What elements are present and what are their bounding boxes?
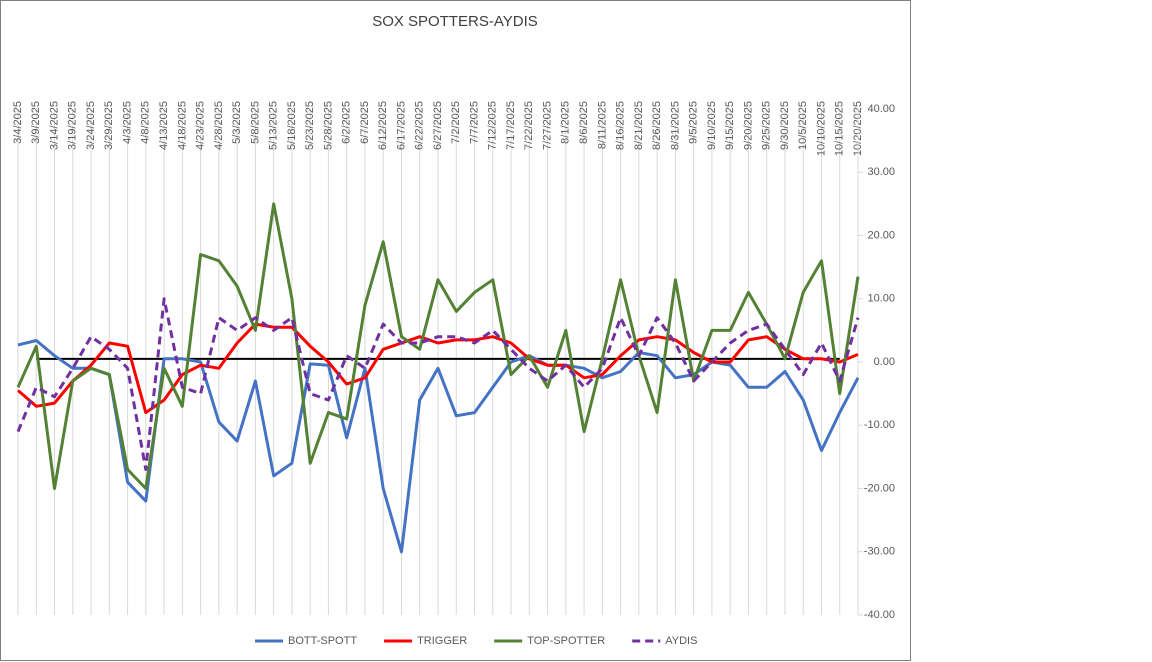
legend-label: TOP-SPOTTER [527, 635, 605, 647]
x-tick-label: 8/11/2025 [596, 101, 608, 149]
chart-border [0, 0, 911, 661]
x-tick-label: 5/8/2025 [249, 101, 261, 144]
y-tick-label: -10.00 [864, 419, 895, 431]
x-tick-label: 5/18/2025 [286, 101, 298, 150]
x-tick-label: 7/12/2025 [487, 101, 499, 150]
x-tick-label: 5/3/2025 [231, 101, 243, 144]
y-tick-label: 40.00 [867, 103, 895, 115]
x-tick-label: 7/22/2025 [523, 101, 535, 150]
x-tick-label: 10/10/2025 [815, 101, 827, 156]
x-tick-label: 5/28/2025 [322, 101, 334, 150]
x-tick-label: 8/6/2025 [578, 101, 590, 144]
legend-label: AYDIS [665, 635, 697, 647]
x-tick-label: 8/21/2025 [633, 101, 645, 150]
x-tick-label: 6/7/2025 [359, 101, 371, 144]
x-tick-label: 3/29/2025 [103, 101, 115, 150]
x-tick-label: 9/10/2025 [706, 101, 718, 150]
x-tick-label: 3/19/2025 [67, 101, 79, 150]
x-tick-label: 6/12/2025 [377, 101, 389, 150]
x-tick-label: 9/5/2025 [688, 101, 700, 144]
x-tick-label: 4/3/2025 [121, 101, 133, 144]
x-tick-label: 10/15/2025 [834, 101, 846, 156]
x-tick-label: 3/9/2025 [30, 101, 42, 144]
y-tick-label: 0.00 [874, 356, 895, 368]
x-tick-label: 6/2/2025 [341, 101, 353, 144]
x-tick-label: 3/14/2025 [48, 101, 60, 150]
x-tick-label: 7/27/2025 [541, 101, 553, 150]
chart-title: SOX SPOTTERS-AYDIS [372, 13, 538, 30]
legend-label: BOTT-SPOTT [288, 635, 357, 647]
x-tick-label: 7/7/2025 [468, 101, 480, 144]
x-tick-label: 3/4/2025 [12, 101, 24, 144]
x-tick-label: 4/8/2025 [140, 101, 152, 144]
x-tick-label: 7/2/2025 [450, 101, 462, 144]
x-tick-label: 8/16/2025 [615, 101, 627, 150]
series-line [16, 202, 860, 490]
x-tick-label: 8/1/2025 [560, 101, 572, 144]
series-line [16, 297, 860, 471]
x-tick-label: 6/22/2025 [414, 101, 426, 150]
y-tick-label: -40.00 [864, 609, 895, 621]
y-tick-label: -30.00 [864, 546, 895, 558]
y-tick-label: 30.00 [867, 166, 895, 178]
x-tick-label: 4/18/2025 [176, 101, 188, 150]
x-tick-label: 6/17/2025 [395, 101, 407, 150]
x-tick-label: 8/31/2025 [669, 101, 681, 150]
x-tick-label: 10/5/2025 [797, 101, 809, 150]
legend-label: TRIGGER [417, 635, 467, 647]
y-tick-label: -20.00 [864, 482, 895, 494]
y-tick-label: 10.00 [867, 293, 895, 305]
x-tick-label: 3/24/2025 [85, 101, 97, 150]
x-tick-label: 5/13/2025 [268, 101, 280, 150]
x-tick-label: 9/20/2025 [742, 101, 754, 150]
x-tick-label: 9/30/2025 [779, 101, 791, 150]
x-tick-label: 4/13/2025 [158, 101, 170, 150]
x-tick-label: 8/26/2025 [651, 101, 663, 150]
x-tick-label: 4/28/2025 [213, 101, 225, 150]
x-tick-label: 9/15/2025 [724, 101, 736, 150]
x-tick-label: 9/25/2025 [761, 101, 773, 150]
x-tick-label: 6/27/2025 [432, 101, 444, 150]
x-tick-label: 7/17/2025 [505, 101, 517, 150]
x-tick-label: 4/23/2025 [195, 101, 207, 150]
y-tick-label: 20.00 [867, 229, 895, 241]
x-tick-label: 5/23/2025 [304, 101, 316, 150]
